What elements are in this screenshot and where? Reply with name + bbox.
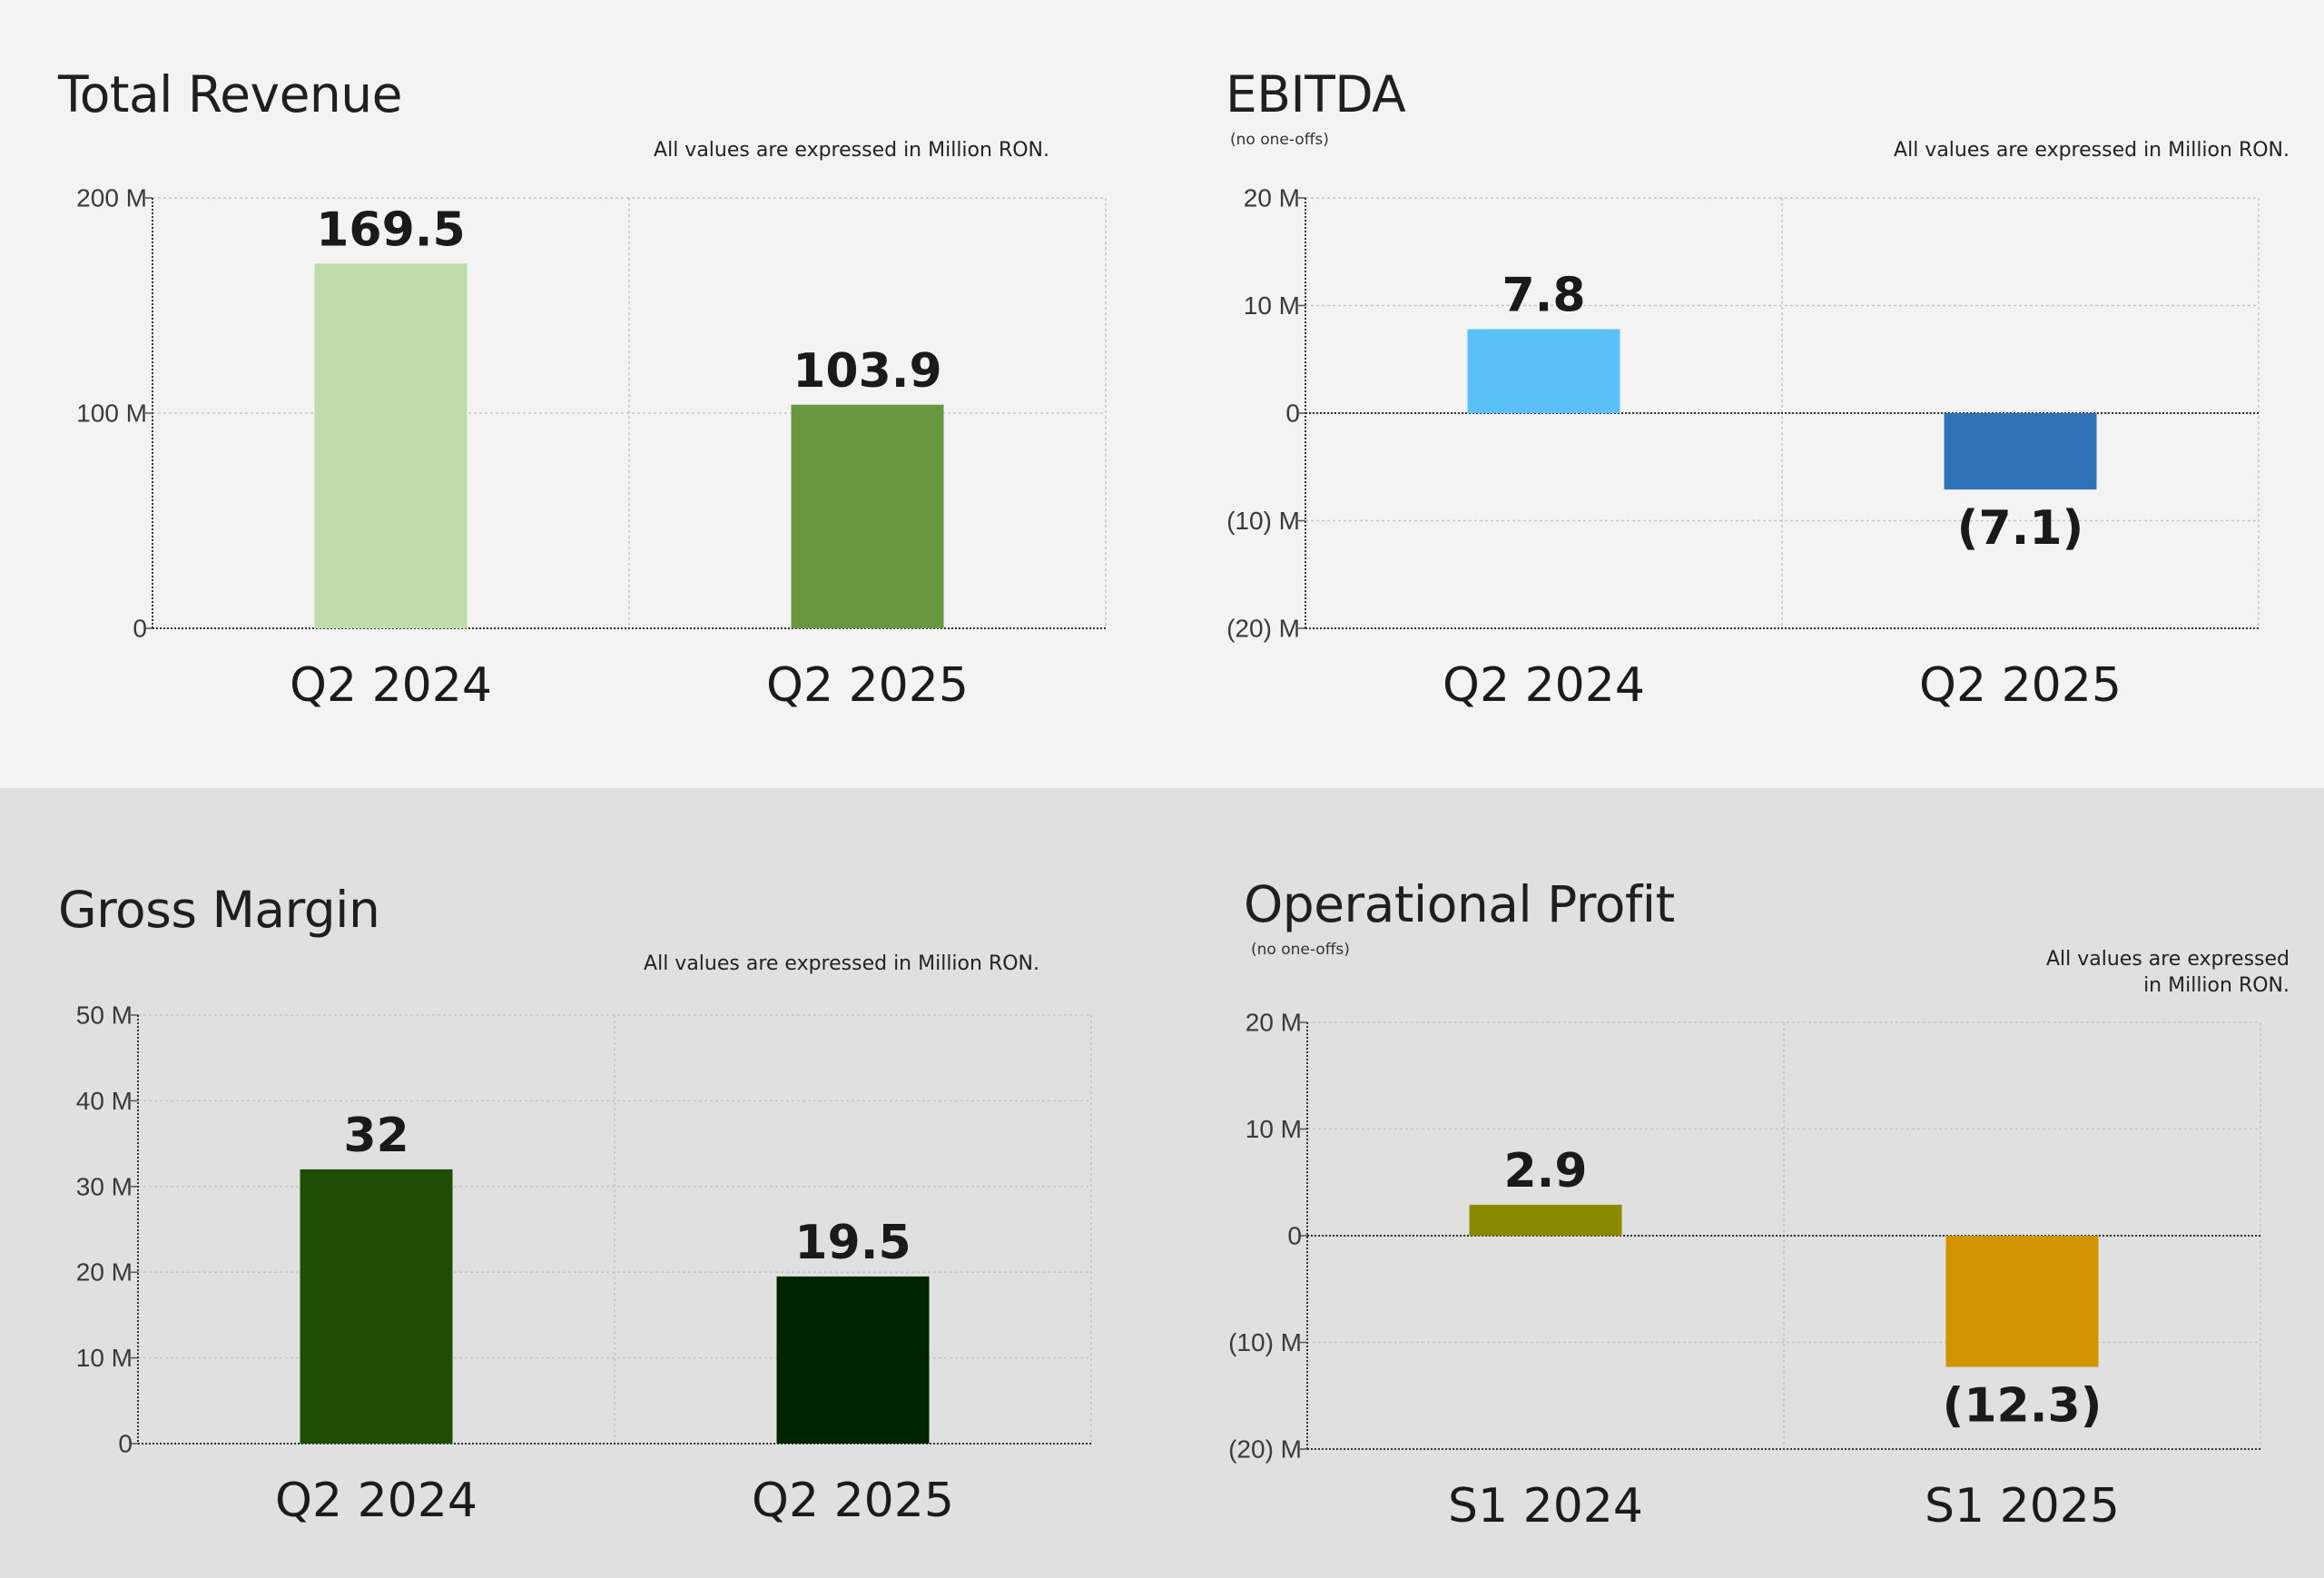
x-tick-label: Q2 2024 — [290, 658, 492, 713]
bar — [314, 263, 468, 628]
y-tick-label: 50 M — [76, 1001, 133, 1030]
data-label: 2.9 — [1503, 1144, 1587, 1198]
data-label: 103.9 — [793, 344, 941, 399]
y-tick-label: 20 M — [1246, 1009, 1302, 1037]
y-tick-label: 0 — [1285, 399, 1300, 428]
x-tick-label: S1 2025 — [1925, 1479, 2120, 1534]
x-tick-label: Q2 2025 — [752, 1474, 954, 1528]
units-note: All values are expressed in Million RON. — [644, 952, 1039, 975]
total-revenue-chart: 0 100 M 200 M 169.5 Q2 2024 103.9 Q2 2025 — [76, 184, 1107, 713]
chart-title: Total Revenue — [58, 65, 402, 123]
units-note: All values are expressed in Million RON. — [2046, 946, 2290, 999]
operational-profit-chart: (20) M (10) M 0 10 M 20 M 2.9 S1 2024 (12.3) S1 … — [1228, 1009, 2261, 1534]
x-tick-label: Q2 2025 — [1919, 658, 2122, 713]
data-label: (7.1) — [1957, 501, 2084, 556]
y-tick-label: 40 M — [76, 1087, 133, 1115]
units-note-line: All values are expressed in Million RON. — [644, 952, 1039, 975]
y-tick-label: 0 — [133, 615, 147, 643]
bar — [1469, 1204, 1622, 1236]
data-label: (12.3) — [1943, 1379, 2102, 1434]
y-tick-label: (10) M — [1226, 507, 1300, 535]
y-tick-label: 0 — [1287, 1222, 1302, 1250]
chart-subtitle: (no one-offs) — [1251, 941, 1350, 959]
data-label: 169.5 — [316, 202, 465, 257]
y-tick-label: (20) M — [1228, 1435, 1302, 1464]
x-tick-label: Q2 2024 — [275, 1474, 478, 1528]
y-tick-label: (20) M — [1226, 615, 1300, 643]
chart-panel-total-revenue: Total Revenue All values are expressed i… — [0, 0, 1162, 788]
units-note-line: in Million RON. — [2143, 974, 2290, 997]
data-label: 32 — [343, 1109, 409, 1163]
bar — [776, 1276, 930, 1444]
chart-subtitle: (no one-offs) — [1230, 131, 1329, 149]
bar — [300, 1169, 453, 1444]
bar — [1467, 329, 1620, 413]
gross-margin-chart: 0 10 M 20 M 30 M 40 M 50 M 32 Q2 2024 19.5 Q2 202… — [76, 1001, 1092, 1528]
y-tick-label: 10 M — [1244, 291, 1300, 320]
y-tick-label: 10 M — [1246, 1115, 1302, 1143]
y-tick-label: 0 — [118, 1430, 133, 1458]
units-note-line: All values are expressed in Million RON. — [654, 139, 1049, 162]
y-tick-label: 20 M — [76, 1258, 133, 1287]
ebitda-chart: (20) M (10) M 0 10 M 20 M 7.8 Q2 2024 (7.1) Q2 2… — [1226, 184, 2260, 713]
bar — [1945, 1236, 2099, 1367]
chart-title: Gross Margin — [58, 881, 380, 939]
chart-panel-operational-profit: Operational Profit (no one-offs) All val… — [1162, 788, 2324, 1578]
data-label: 7.8 — [1502, 269, 1585, 323]
x-tick-label: Q2 2024 — [1443, 658, 1645, 713]
y-tick-label: 100 M — [76, 399, 147, 428]
x-tick-label: S1 2024 — [1448, 1479, 1643, 1534]
y-tick-label: 200 M — [76, 184, 147, 212]
chart-title: EBITDA — [1226, 65, 1406, 123]
y-tick-label: 20 M — [1244, 184, 1300, 212]
chart-panel-ebitda: EBITDA (no one-offs) All values are expr… — [1162, 0, 2324, 788]
units-note-line: All values are expressed — [2045, 948, 2290, 971]
bar — [791, 404, 944, 628]
units-note: All values are expressed in Million RON. — [1894, 139, 2290, 162]
data-label: 19.5 — [794, 1216, 911, 1270]
units-note-line: All values are expressed in Million RON. — [1894, 139, 2290, 162]
y-tick-label: 30 M — [76, 1172, 133, 1200]
y-tick-label: 10 M — [76, 1344, 133, 1372]
x-tick-label: Q2 2025 — [766, 658, 969, 713]
y-tick-label: (10) M — [1228, 1328, 1302, 1356]
units-note: All values are expressed in Million RON. — [654, 139, 1049, 162]
chart-panel-gross-margin: Gross Margin All values are expressed in… — [0, 788, 1162, 1578]
chart-title: Operational Profit — [1244, 875, 1675, 933]
bar — [1944, 413, 2097, 490]
